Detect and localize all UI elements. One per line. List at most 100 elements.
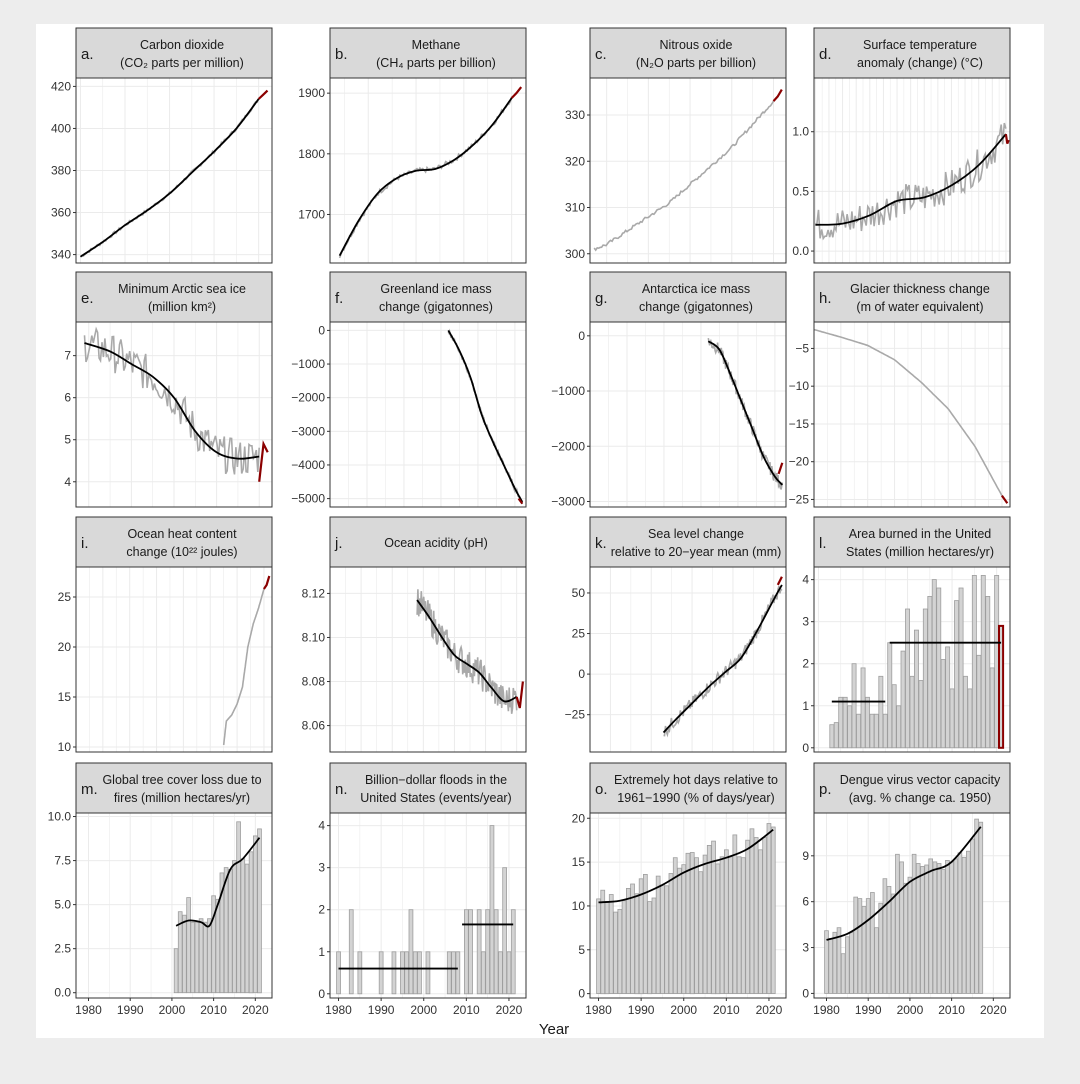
bar	[463, 909, 469, 995]
x-tick-label: 2020	[980, 1003, 1007, 1017]
bar	[348, 909, 354, 995]
panel-g: g. Antarctica ice mass change (gigatonnes)…	[551, 271, 787, 508]
bar	[961, 856, 967, 994]
y-tick-label: 10	[58, 740, 72, 754]
panel-border	[75, 812, 273, 999]
bar	[766, 823, 772, 995]
bar	[851, 663, 857, 749]
y-tick-label: −1000	[291, 357, 325, 371]
panel-f: f. Greenland ice mass change (gigatonnes) 0…	[291, 271, 527, 508]
bar	[232, 860, 237, 994]
bar	[480, 951, 486, 995]
panel-title: Sea level change	[648, 527, 744, 541]
bar	[865, 696, 870, 749]
x-tick-label: 2010	[713, 1003, 740, 1017]
trend-line	[84, 342, 260, 460]
y-tick-label: 10	[572, 899, 586, 913]
recent-line	[510, 86, 523, 99]
y-tick-label: −1000	[551, 384, 585, 398]
y-tick-label: 0.0	[792, 244, 809, 258]
y-tick-label: 50	[572, 586, 586, 600]
bar	[945, 860, 950, 994]
bar	[677, 867, 682, 995]
bar	[869, 713, 875, 749]
bar	[840, 953, 846, 994]
panel-letter: o.	[595, 781, 608, 798]
panel-l: l. Area burned in the United States (milli…	[802, 516, 1011, 755]
bar	[856, 713, 861, 749]
bar	[920, 866, 925, 994]
panel-border	[329, 566, 527, 753]
y-tick-label: 310	[565, 201, 585, 215]
bar	[207, 918, 212, 994]
bar	[608, 894, 614, 994]
bar	[400, 951, 405, 995]
bar	[685, 852, 691, 994]
panel-title: Dengue virus vector capacity	[840, 773, 1001, 787]
trend-line	[707, 340, 783, 486]
y-tick-label: −5	[795, 341, 809, 355]
bar	[949, 861, 954, 994]
bar	[941, 869, 946, 994]
bar	[924, 864, 929, 994]
trend-line	[447, 329, 524, 503]
panel-strip	[75, 27, 273, 79]
bar	[940, 659, 946, 749]
recent-line	[515, 681, 524, 709]
y-tick-label: −4000	[291, 458, 325, 472]
panel-strip	[813, 27, 1011, 79]
panel-subtitle: (CO₂ parts per million)	[120, 56, 244, 70]
recent-line	[258, 440, 269, 482]
bar	[664, 885, 670, 994]
panel-title: Extremely hot days relative to	[614, 773, 778, 787]
bar	[758, 849, 763, 994]
series-line	[815, 122, 1007, 241]
panel-border	[75, 321, 273, 508]
panel-strip	[589, 516, 787, 568]
panel-title: Minimum Arctic sea ice	[118, 282, 246, 296]
bar	[974, 818, 979, 994]
bar	[899, 861, 904, 994]
panel-border	[329, 321, 527, 508]
recent-line	[1001, 495, 1009, 504]
panel-letter: k.	[595, 535, 607, 552]
panel-strip	[813, 516, 1011, 568]
panel-strip	[589, 271, 787, 323]
y-tick-label: 0.0	[54, 986, 71, 1000]
bar	[833, 722, 839, 749]
bar	[446, 951, 452, 995]
x-tick-label: 2020	[756, 1003, 783, 1017]
bar	[895, 853, 900, 994]
bar	[861, 905, 867, 994]
bar	[493, 909, 499, 995]
bar	[865, 898, 871, 994]
y-tick-label: 3	[318, 861, 325, 875]
bar	[506, 951, 512, 995]
y-tick-label: −2000	[551, 439, 585, 453]
series-line	[83, 326, 260, 475]
y-tick-label: 5	[578, 943, 585, 957]
x-tick-label: 1980	[585, 1003, 612, 1017]
bar	[244, 863, 250, 994]
bar	[945, 646, 951, 749]
y-tick-label: −25	[789, 492, 810, 506]
y-tick-label: 0	[318, 323, 325, 337]
y-tick-label: 0	[578, 667, 585, 681]
bar	[681, 864, 687, 995]
series-line	[416, 589, 518, 714]
panel-strip	[75, 271, 273, 323]
y-tick-label: 5.0	[54, 898, 71, 912]
panel-n: n. Billion−dollar floods in the United Sta…	[318, 762, 527, 1017]
bar	[455, 951, 461, 995]
bar	[953, 858, 959, 994]
bar	[922, 608, 928, 749]
bar	[647, 901, 653, 995]
y-tick-label: 320	[565, 154, 585, 168]
y-tick-label: 15	[572, 855, 586, 869]
panel-border	[589, 77, 787, 264]
bar	[770, 826, 776, 995]
series-line	[707, 337, 784, 490]
bar	[971, 575, 977, 749]
y-tick-label: 0	[578, 329, 585, 343]
bar	[882, 878, 888, 994]
